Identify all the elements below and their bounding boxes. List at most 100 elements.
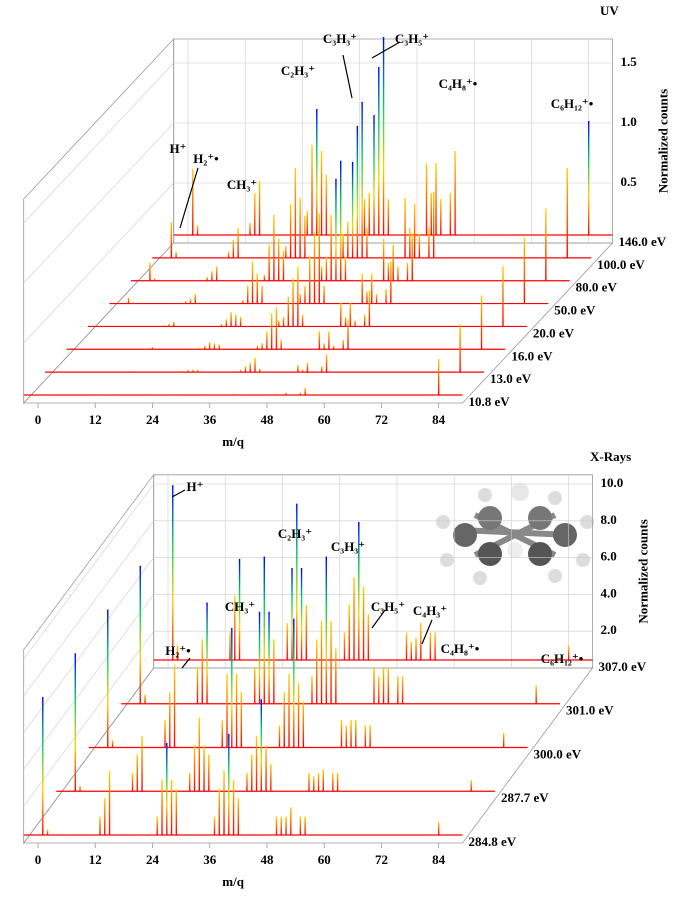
peak bbox=[323, 769, 324, 791]
back-wall bbox=[154, 475, 593, 668]
z-tick-label: 8.0 bbox=[601, 512, 617, 527]
peak bbox=[312, 371, 313, 372]
peak bbox=[409, 228, 410, 258]
series-label: 287.7 eV bbox=[501, 790, 549, 805]
peak bbox=[545, 209, 546, 281]
peak bbox=[281, 817, 282, 835]
peak bbox=[392, 245, 393, 281]
peak bbox=[364, 314, 365, 326]
peak bbox=[237, 228, 238, 258]
grid-line bbox=[24, 63, 174, 223]
peak bbox=[340, 161, 341, 281]
peak bbox=[166, 743, 167, 835]
peak bbox=[304, 286, 305, 304]
peak bbox=[302, 370, 303, 372]
peak bbox=[369, 290, 370, 326]
ion-label: CH₃⁺ bbox=[225, 599, 255, 614]
ion-label: C₄H₈⁺• bbox=[441, 641, 480, 656]
ion-label: H⁺ bbox=[187, 479, 204, 494]
peak bbox=[459, 324, 460, 372]
x-tick-label: 12 bbox=[89, 412, 102, 427]
peak bbox=[194, 745, 195, 791]
peak bbox=[141, 736, 142, 791]
peak bbox=[366, 292, 367, 304]
peak bbox=[535, 685, 536, 703]
peak bbox=[376, 294, 377, 304]
peak bbox=[373, 667, 374, 704]
peak bbox=[588, 121, 589, 235]
peak bbox=[140, 566, 141, 704]
peak bbox=[299, 198, 300, 258]
peak bbox=[383, 239, 384, 281]
series-label: 16.0 eV bbox=[511, 348, 553, 363]
peak bbox=[228, 734, 229, 835]
peak bbox=[293, 619, 294, 748]
ion-label: C₆H₁₂⁺• bbox=[551, 96, 594, 111]
figure: 0.51.01.5012243648607284m/qNormalized co… bbox=[0, 0, 689, 905]
peak bbox=[175, 252, 176, 258]
peak bbox=[208, 754, 209, 791]
peak bbox=[344, 632, 345, 660]
ion-label: H₂⁺• bbox=[193, 151, 219, 166]
peak bbox=[319, 331, 320, 349]
peak bbox=[287, 623, 288, 660]
peak bbox=[149, 263, 150, 281]
peak bbox=[411, 642, 412, 660]
peak bbox=[257, 346, 258, 350]
series-label: 20.0 eV bbox=[533, 325, 575, 340]
peak bbox=[503, 733, 504, 748]
grid-line bbox=[24, 183, 174, 343]
molecule bbox=[436, 483, 594, 585]
peak bbox=[330, 621, 331, 704]
peak bbox=[226, 674, 227, 748]
peak bbox=[321, 621, 322, 704]
peak bbox=[276, 394, 277, 395]
peak bbox=[333, 346, 334, 350]
peak bbox=[283, 317, 284, 327]
peak bbox=[254, 358, 255, 372]
peak bbox=[273, 215, 274, 281]
peak bbox=[112, 740, 113, 747]
peak bbox=[350, 720, 351, 748]
peak bbox=[308, 773, 309, 791]
peak bbox=[383, 37, 384, 235]
peak bbox=[209, 342, 210, 349]
ion-label: C₃H₅⁺ bbox=[395, 31, 429, 46]
z-tick-label: 2.0 bbox=[601, 622, 617, 637]
left-wall bbox=[24, 39, 174, 403]
peak bbox=[430, 632, 431, 660]
peak bbox=[300, 817, 301, 835]
peak bbox=[233, 780, 234, 835]
peak bbox=[226, 319, 227, 326]
peak bbox=[326, 354, 327, 372]
peak bbox=[229, 632, 230, 660]
peak bbox=[297, 365, 298, 372]
peak bbox=[223, 771, 224, 835]
x-tick-label: 84 bbox=[432, 852, 446, 867]
peak bbox=[342, 234, 343, 258]
series-label: 300.0 eV bbox=[534, 746, 582, 761]
z-axis-label: Normalized counts bbox=[656, 89, 671, 193]
ion-label: C₂H₃⁺ bbox=[278, 526, 312, 541]
peak bbox=[176, 789, 177, 835]
peak bbox=[264, 275, 265, 281]
peak bbox=[270, 764, 271, 792]
peak bbox=[197, 667, 198, 704]
peak bbox=[259, 181, 260, 235]
peak bbox=[79, 786, 80, 792]
peak bbox=[241, 692, 242, 747]
peak bbox=[173, 322, 174, 327]
peak bbox=[206, 603, 207, 704]
ion-label: CH₃⁺ bbox=[227, 177, 257, 192]
peak bbox=[261, 343, 262, 349]
x-tick-label: 72 bbox=[375, 412, 388, 427]
peak bbox=[332, 773, 333, 791]
peak bbox=[366, 228, 367, 258]
peak bbox=[361, 102, 362, 258]
series-label: 80.0 eV bbox=[576, 280, 618, 295]
peak bbox=[42, 697, 43, 835]
peak bbox=[300, 393, 301, 395]
peak bbox=[233, 394, 234, 395]
peak bbox=[412, 233, 413, 281]
peak bbox=[278, 320, 279, 326]
